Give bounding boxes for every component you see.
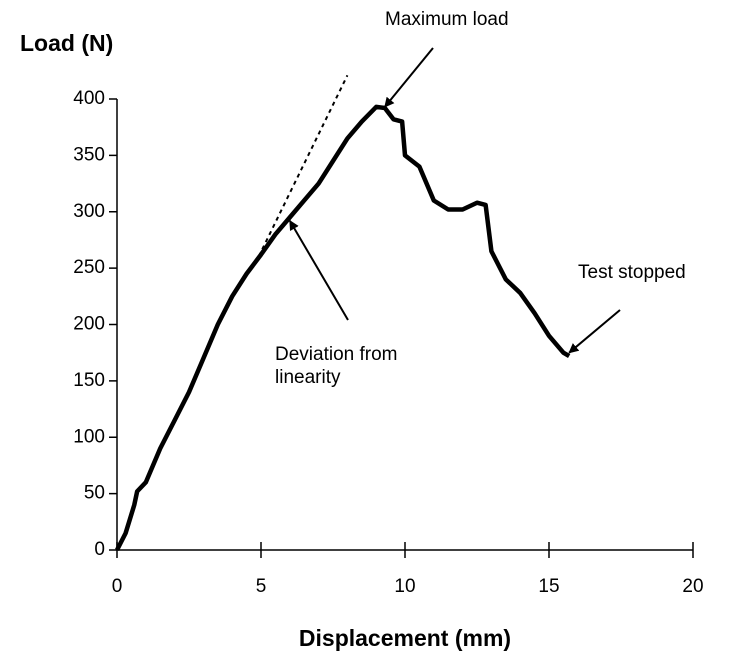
- annotation-line: Test stopped: [578, 262, 686, 283]
- x-tick-label: 5: [256, 576, 267, 597]
- annotation: Test stopped: [578, 262, 686, 283]
- x-tick-label: 20: [682, 576, 703, 597]
- x-tick-label: 0: [112, 576, 123, 597]
- y-tick-label: 150: [73, 370, 105, 391]
- y-tick-label: 100: [73, 426, 105, 447]
- annotation-line: Deviation from: [275, 344, 398, 365]
- trend-line: [254, 74, 349, 265]
- annotation: Deviation from linearity: [275, 344, 398, 388]
- annotation-arrow: [288, 219, 349, 321]
- y-tick-label: 300: [73, 201, 105, 222]
- annotation-arrow: [568, 309, 621, 354]
- data-line: [114, 104, 571, 552]
- annotation-arrow: [384, 47, 434, 108]
- x-axis-label: Displacement (mm): [299, 625, 511, 651]
- y-tick-label: 200: [73, 314, 105, 335]
- y-tick-label: 350: [73, 144, 105, 165]
- x-tick-label: 10: [394, 576, 415, 597]
- x-tick-label: 15: [538, 576, 559, 597]
- y-tick-label: 400: [73, 88, 105, 109]
- annotation-line: linearity: [275, 367, 341, 388]
- y-tick-label: 250: [73, 257, 105, 278]
- annotation-line: Maximum load: [385, 9, 509, 30]
- y-axis-label: Load (N): [20, 30, 113, 56]
- annotation: Maximum load: [385, 9, 509, 30]
- y-tick-label: 0: [94, 539, 105, 560]
- y-tick-label: 50: [84, 483, 105, 504]
